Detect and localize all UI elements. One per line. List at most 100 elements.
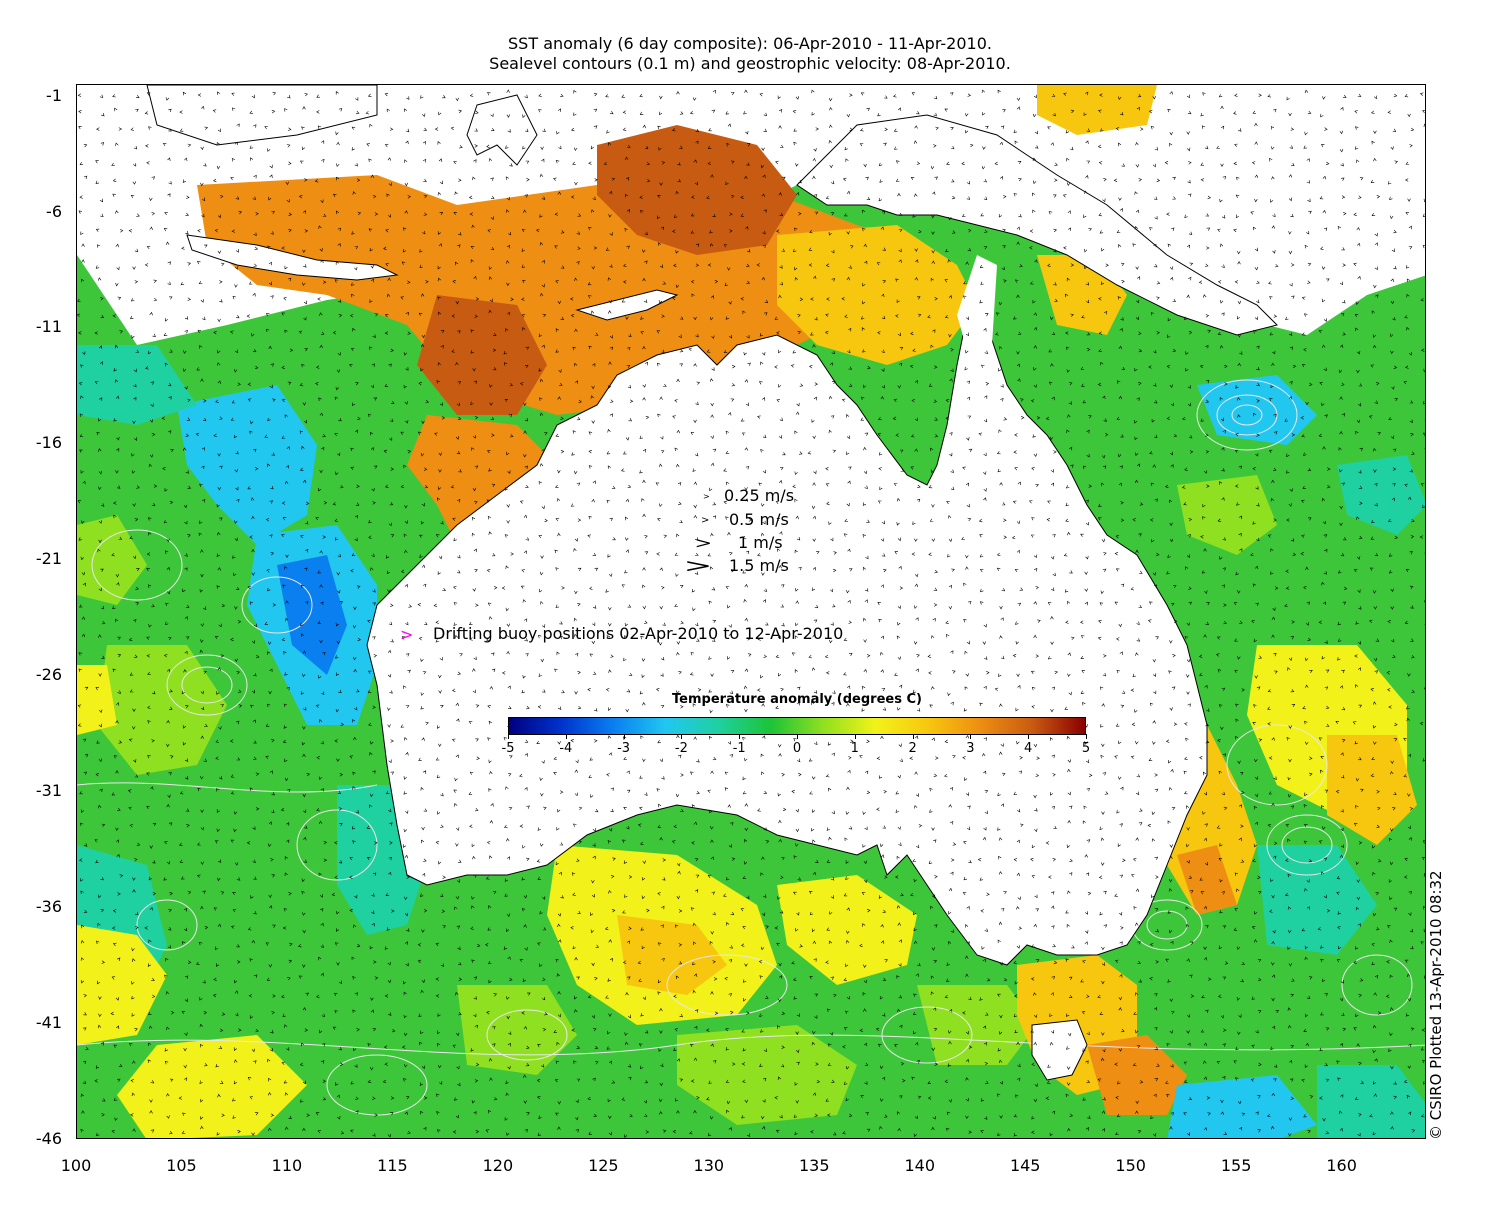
velocity-arrow — [848, 620, 852, 624]
velocity-arrow — [101, 1113, 105, 1117]
velocity-arrow — [808, 654, 812, 659]
velocity-arrow — [1013, 316, 1017, 320]
velocity-arrow — [1136, 621, 1140, 625]
velocity-arrow — [725, 516, 729, 520]
velocity-arrow — [893, 483, 898, 487]
velocity-arrow — [1101, 482, 1105, 487]
velocity-arrow — [303, 707, 307, 711]
velocity-arrow — [1135, 888, 1140, 892]
velocity-arrow — [1388, 553, 1393, 557]
velocity-arrow — [169, 1130, 173, 1135]
velocity-arrow — [814, 1113, 819, 1117]
velocity-arrow — [389, 690, 393, 694]
velocity-arrow — [979, 997, 983, 1001]
velocity-arrow — [1221, 497, 1225, 501]
velocity-arrow — [760, 674, 764, 679]
velocity-arrow — [560, 265, 565, 269]
velocity-arrow — [557, 706, 562, 711]
velocity-arrow — [149, 311, 153, 316]
velocity-arrow — [1409, 928, 1414, 933]
velocity-arrow — [202, 417, 207, 422]
velocity-arrow — [1035, 959, 1040, 963]
velocity-arrow — [115, 618, 119, 623]
velocity-arrow — [100, 315, 105, 319]
velocity-arrow — [1410, 1027, 1415, 1031]
velocity-arrow — [420, 706, 424, 710]
velocity-arrow — [965, 673, 969, 677]
velocity-arrow — [934, 1062, 939, 1066]
velocity-arrow — [304, 178, 308, 182]
velocity-arrow — [526, 705, 530, 710]
velocity-arrow — [249, 535, 253, 539]
velocity-arrow — [1065, 958, 1069, 962]
velocity-arrow — [828, 521, 832, 526]
velocity-arrow — [999, 751, 1003, 756]
velocity-arrow — [400, 484, 405, 489]
velocity-arrow — [132, 266, 136, 270]
velocity-arrow — [100, 142, 105, 146]
velocity-arrow — [1355, 621, 1359, 625]
velocity-arrow — [1337, 621, 1341, 626]
velocity-arrow — [1080, 533, 1084, 537]
velocity-arrow — [384, 314, 389, 318]
velocity-arrow — [221, 603, 226, 608]
velocity-arrow — [931, 1047, 935, 1052]
velocity-arrow — [627, 604, 632, 608]
velocity-arrow — [1373, 284, 1377, 289]
velocity-arrow — [1371, 961, 1375, 966]
velocity-arrow — [456, 1065, 460, 1070]
velocity-arrow — [270, 858, 274, 862]
velocity-arrow — [1304, 244, 1308, 249]
velocity-arrow — [389, 502, 394, 506]
velocity-arrow — [794, 1131, 798, 1136]
velocity-arrow — [986, 671, 990, 675]
velocity-arrow — [351, 826, 356, 830]
velocity-arrow — [78, 110, 82, 114]
velocity-arrow — [948, 333, 952, 338]
velocity-arrow — [386, 108, 390, 113]
velocity-arrow — [1322, 175, 1326, 180]
velocity-arrow — [233, 434, 238, 439]
velocity-arrow — [676, 862, 681, 867]
velocity-arrow — [1339, 854, 1344, 859]
velocity-arrow — [373, 397, 378, 401]
velocity-arrow — [696, 1096, 700, 1100]
velocity-arrow — [999, 1081, 1003, 1085]
velocity-arrow — [266, 703, 271, 708]
velocity-arrow — [1119, 823, 1123, 827]
velocity-arrow — [966, 380, 971, 385]
velocity-arrow — [1066, 923, 1070, 928]
velocity-arrow — [1269, 157, 1273, 162]
velocity-arrow — [304, 567, 308, 571]
velocity-arrow — [521, 248, 525, 252]
velocity-arrow — [255, 772, 260, 776]
velocity-arrow — [1393, 93, 1398, 98]
velocity-arrow — [829, 911, 833, 915]
velocity-arrow — [287, 277, 292, 282]
velocity-arrow — [843, 533, 848, 537]
velocity-arrow — [335, 176, 340, 181]
velocity-arrow — [338, 417, 342, 422]
velocity-arrow — [828, 940, 833, 945]
velocity-arrow — [1147, 823, 1152, 828]
velocity-arrow — [813, 396, 817, 401]
velocity-arrow — [916, 1060, 920, 1064]
velocity-arrow — [1015, 641, 1019, 645]
velocity-arrow — [1017, 160, 1022, 165]
velocity-arrow — [747, 653, 752, 657]
velocity-arrow — [79, 413, 83, 417]
velocity-arrow — [1376, 790, 1380, 794]
velocity-arrow — [475, 297, 480, 301]
velocity-arrow — [196, 261, 201, 265]
velocity-arrow — [1304, 945, 1308, 950]
velocity-arrow — [1403, 738, 1407, 742]
velocity-arrow — [983, 685, 987, 690]
velocity-arrow — [828, 1043, 832, 1047]
velocity-arrow — [744, 757, 748, 762]
velocity-arrow — [795, 843, 799, 847]
velocity-arrow — [1050, 556, 1055, 560]
velocity-arrow — [423, 858, 427, 862]
velocity-arrow — [914, 1115, 919, 1120]
velocity-arrow — [456, 451, 461, 455]
velocity-arrow — [765, 925, 769, 929]
